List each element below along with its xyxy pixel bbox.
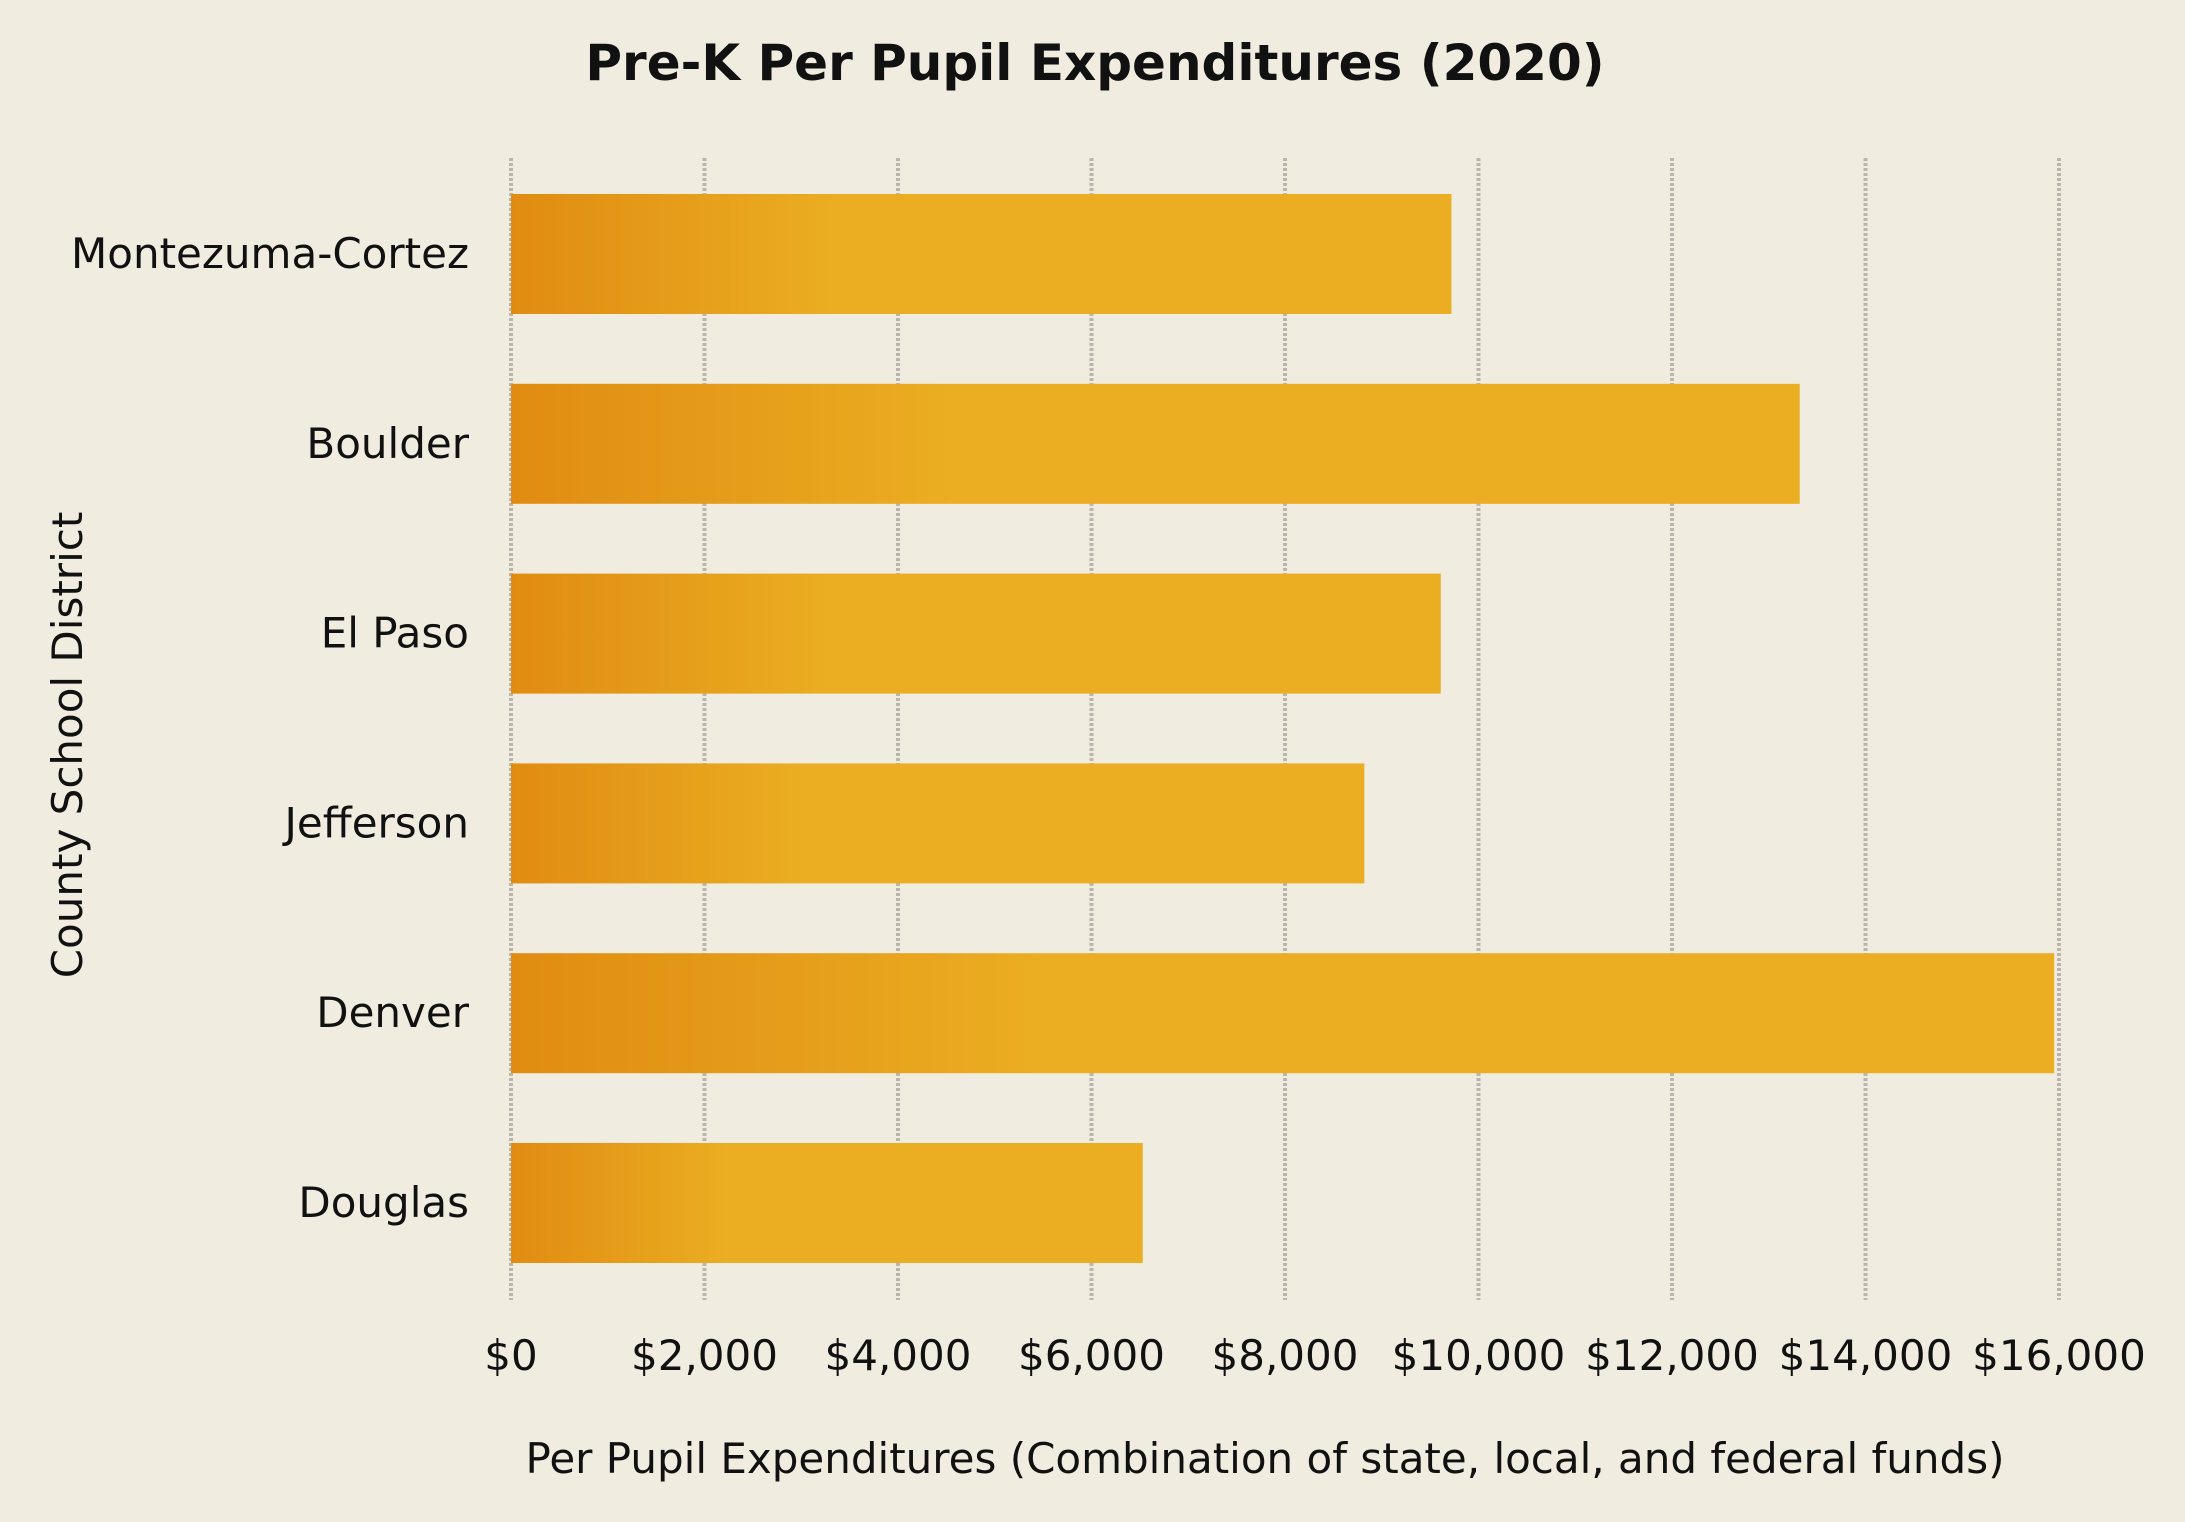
x-axis-title: Per Pupil Expenditures (Combination of s… xyxy=(526,1434,2005,1483)
x-tick-labels: $0 $2,000 $4,000 $6,000 $8,000 $10,000 $12,000… xyxy=(484,1331,2146,1380)
bar xyxy=(511,763,1365,884)
category-label: Jefferson xyxy=(282,798,469,847)
category-label: El Paso xyxy=(321,609,469,658)
bars xyxy=(511,194,2055,1263)
x-tick-label: $14,000 xyxy=(1779,1331,1953,1380)
x-tick-label: $6,000 xyxy=(1018,1331,1165,1380)
category-label: Montezuma-Cortez xyxy=(71,229,469,278)
category-label: Douglas xyxy=(298,1178,469,1227)
y-axis-title: County School District xyxy=(43,512,92,979)
gridlines xyxy=(509,158,2061,1300)
category-label: Denver xyxy=(316,988,469,1037)
bar xyxy=(511,573,1441,694)
bar xyxy=(511,1143,1143,1263)
x-tick-label: $16,000 xyxy=(1972,1331,2146,1380)
bar xyxy=(511,194,1452,314)
x-tick-label: $4,000 xyxy=(825,1331,972,1380)
x-tick-label: $0 xyxy=(484,1331,537,1380)
category-label: Boulder xyxy=(306,419,469,468)
category-labels: Montezuma-Cortez Boulder El Paso Jefferson D… xyxy=(71,229,470,1227)
x-tick-label: $10,000 xyxy=(1392,1331,1566,1380)
bar xyxy=(511,953,2055,1074)
x-tick-label: $2,000 xyxy=(631,1331,778,1380)
x-tick-label: $8,000 xyxy=(1212,1331,1359,1380)
chart-title: Pre-K Per Pupil Expenditures (2020) xyxy=(585,34,1604,92)
x-tick-label: $12,000 xyxy=(1585,1331,1759,1380)
bar xyxy=(511,383,1800,504)
